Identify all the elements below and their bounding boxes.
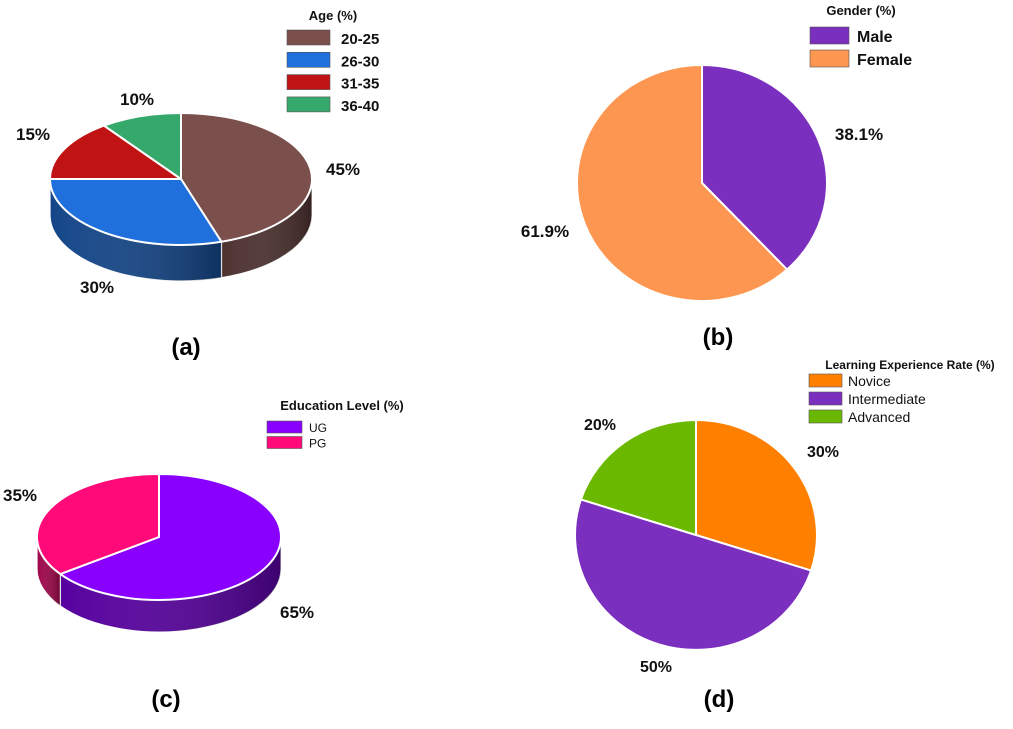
legend-label-intermediate: Intermediate (848, 391, 926, 407)
pie-slice-26-30 (49, 178, 223, 246)
pie-slice-20-25 (180, 112, 313, 243)
data-label-female: 61.9% (521, 222, 569, 241)
panel-education: 65% 35% Education Level (%) UG PG (3, 398, 404, 633)
data-label-pg: 35% (3, 486, 37, 505)
panel-age: 45% 30% 15% 10% Age (%) 20-25 26-30 31-35 36-40 (16, 8, 379, 297)
legend-label-ug: UG (309, 421, 327, 435)
pie-slice-36-40 (103, 112, 182, 180)
caption-c: (c) (151, 686, 180, 713)
legend-label-novice: Novice (848, 373, 891, 389)
pie-slice-male (701, 64, 828, 271)
data-label-31-35: 15% (16, 125, 50, 144)
legend-label-20-25: 20-25 (341, 31, 379, 48)
legend-label-pg: PG (309, 437, 326, 451)
legend-label-31-35: 31-35 (341, 76, 379, 93)
caption-a: (a) (171, 334, 200, 361)
panel-gender: 38.1% 61.9% Gender (%) Male Female (521, 3, 912, 302)
legend-swatch-intermediate (808, 391, 843, 406)
data-label-novice: 30% (807, 444, 839, 461)
pie-slice-intermediate (574, 498, 813, 651)
legend-title: Age (%) (309, 8, 357, 23)
pie-slice-pg (36, 473, 160, 576)
legend-label-36-40: 36-40 (341, 98, 379, 115)
legend-label-26-30: 26-30 (341, 53, 379, 70)
legend-title: Gender (%) (826, 3, 895, 18)
data-label-26-30: 30% (80, 278, 114, 297)
legend-swatch-pg (266, 436, 303, 449)
panel-learning-experience: 30% 50% 20% Learning Experience Rate (%)Nov… (574, 358, 995, 676)
pie-slice-female (576, 64, 788, 302)
legend-title: Education Level (%) (280, 398, 404, 413)
data-label-36-40: 10% (120, 90, 154, 109)
legend-swatch-novice (808, 373, 843, 388)
legend-label-male: Male (857, 29, 893, 46)
data-label-male: 38.1% (835, 125, 883, 144)
legend-title: Learning Experience Rate (%) (825, 358, 994, 372)
data-label-20-25: 45% (326, 160, 360, 179)
legend-label-advanced: Advanced (848, 409, 910, 425)
data-label-intermediate: 50% (640, 659, 672, 676)
legend-swatch-26-30 (286, 51, 331, 68)
pie-slice-ug (59, 473, 282, 601)
legend-swatch-ug (266, 420, 303, 434)
legend-swatch-20-25 (286, 29, 331, 46)
legend-swatch-31-35 (286, 74, 331, 90)
legend-swatch-36-40 (286, 96, 331, 113)
legend-swatch-male (809, 26, 850, 45)
caption-b: (b) (703, 324, 734, 351)
legend-swatch-female (809, 49, 850, 68)
pie-slice-advanced (579, 419, 697, 536)
data-label-advanced: 20% (584, 417, 616, 434)
data-label-ug: 65% (280, 603, 314, 622)
pie-slice-novice (695, 419, 818, 572)
pie-slice-31-35 (49, 124, 182, 180)
caption-d: (d) (704, 686, 735, 713)
legend-label-female: Female (857, 52, 912, 69)
legend-swatch-advanced (808, 409, 843, 424)
